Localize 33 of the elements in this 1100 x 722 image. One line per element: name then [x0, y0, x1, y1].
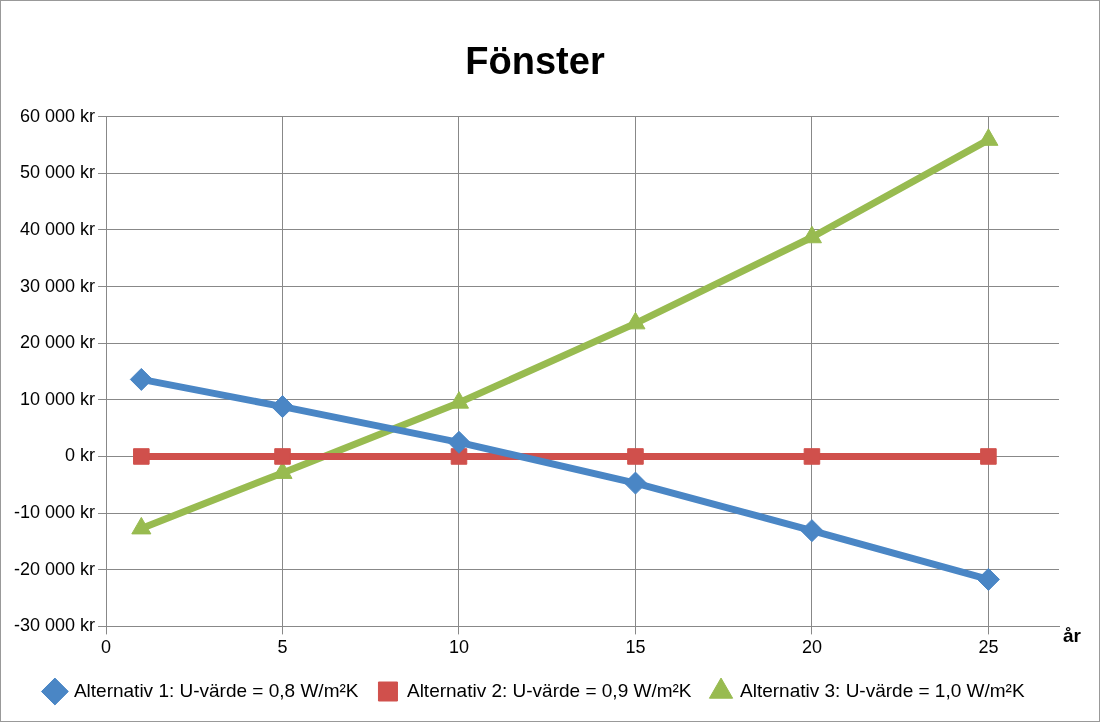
point: [980, 448, 997, 465]
legend-label: Alternativ 1: U-värde = 0,8 W/m²K: [73, 679, 359, 701]
y-tick-label: -30 000 kr: [14, 615, 96, 636]
point: [627, 448, 644, 465]
point: [978, 128, 999, 146]
chart-title: Fönster: [465, 40, 605, 83]
y-tick-label: -20 000 kr: [14, 558, 96, 579]
legend-label: Alternativ 2: U-värde = 0,9 W/m²K: [406, 679, 692, 701]
point: [447, 430, 471, 454]
point: [271, 395, 295, 419]
x-tick-label: 25: [978, 637, 999, 658]
y-tick-label: -10 000 kr: [14, 502, 96, 523]
y-tick-label: 0 kr: [65, 445, 96, 466]
y-tick-label: 30 000 kr: [19, 275, 96, 296]
x-tick-label: 5: [277, 637, 288, 658]
point: [976, 567, 1000, 591]
point: [133, 448, 150, 465]
x-axis-title: år: [1063, 624, 1082, 646]
y-tick-label: 50 000 kr: [19, 162, 96, 183]
point: [623, 471, 647, 495]
point: [800, 519, 824, 543]
x-tick-label: 15: [625, 637, 646, 658]
point: [803, 448, 821, 465]
point: [274, 448, 291, 465]
y-tick-label: 20 000 kr: [19, 332, 96, 353]
y-tick-label: 60 000 kr: [19, 105, 96, 126]
point: [129, 367, 153, 391]
x-tick-label: 0: [101, 637, 112, 658]
x-tick-label: 10: [448, 637, 470, 658]
x-tick-label: 20: [801, 637, 822, 658]
legend-label: Alternativ 3: U-värde = 1,0 W/m²K: [740, 679, 1025, 701]
y-tick-label: 40 000 kr: [19, 218, 96, 239]
y-tick-label: 10 000 kr: [19, 388, 96, 409]
